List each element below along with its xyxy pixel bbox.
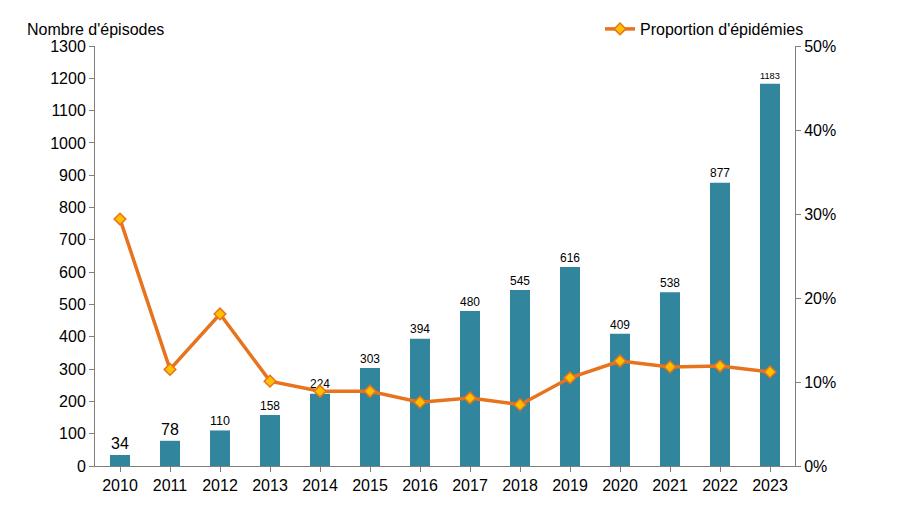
svg-text:700: 700: [59, 231, 86, 248]
svg-text:900: 900: [59, 167, 86, 184]
svg-text:616: 616: [560, 251, 580, 265]
svg-text:Proportion d'épidémies: Proportion d'épidémies: [640, 21, 803, 38]
svg-text:2011: 2011: [153, 477, 188, 494]
svg-text:34: 34: [111, 435, 129, 452]
svg-text:1200: 1200: [50, 70, 86, 87]
svg-text:2022: 2022: [702, 477, 738, 494]
svg-text:400: 400: [59, 328, 86, 345]
svg-text:1300: 1300: [50, 38, 86, 55]
svg-text:2013: 2013: [252, 477, 288, 494]
svg-text:1183: 1183: [760, 71, 780, 81]
svg-text:500: 500: [59, 296, 86, 313]
svg-text:394: 394: [410, 322, 430, 336]
svg-text:2010: 2010: [102, 477, 138, 494]
svg-text:2015: 2015: [352, 477, 388, 494]
svg-text:100: 100: [59, 425, 86, 442]
svg-text:2017: 2017: [452, 477, 488, 494]
svg-text:800: 800: [59, 199, 86, 216]
svg-text:158: 158: [260, 399, 280, 413]
svg-text:2014: 2014: [302, 477, 338, 494]
svg-text:300: 300: [59, 361, 86, 378]
svg-text:2012: 2012: [202, 477, 238, 494]
svg-text:600: 600: [59, 264, 86, 281]
svg-text:1100: 1100: [51, 102, 86, 119]
svg-text:78: 78: [161, 421, 179, 438]
svg-text:40%: 40%: [804, 122, 836, 139]
svg-text:2023: 2023: [752, 477, 788, 494]
svg-text:200: 200: [59, 393, 86, 410]
svg-text:2016: 2016: [402, 477, 438, 494]
svg-text:10%: 10%: [804, 374, 836, 391]
svg-text:480: 480: [460, 295, 480, 309]
svg-text:538: 538: [660, 276, 680, 290]
svg-text:877: 877: [710, 166, 730, 180]
svg-text:2020: 2020: [602, 477, 638, 494]
svg-text:110: 110: [210, 414, 230, 428]
svg-text:30%: 30%: [804, 206, 836, 223]
svg-text:545: 545: [510, 274, 530, 288]
svg-text:2019: 2019: [552, 477, 588, 494]
svg-text:224: 224: [310, 377, 330, 391]
svg-text:0%: 0%: [804, 458, 827, 475]
svg-text:Nombre d'épisodes: Nombre d'épisodes: [27, 21, 164, 38]
svg-text:50%: 50%: [804, 38, 836, 55]
svg-text:0: 0: [77, 458, 86, 475]
svg-text:1000: 1000: [50, 135, 86, 152]
svg-text:2021: 2021: [652, 477, 688, 494]
svg-text:409: 409: [610, 318, 630, 332]
svg-text:2018: 2018: [502, 477, 538, 494]
svg-text:303: 303: [360, 352, 380, 366]
svg-text:20%: 20%: [804, 290, 836, 307]
